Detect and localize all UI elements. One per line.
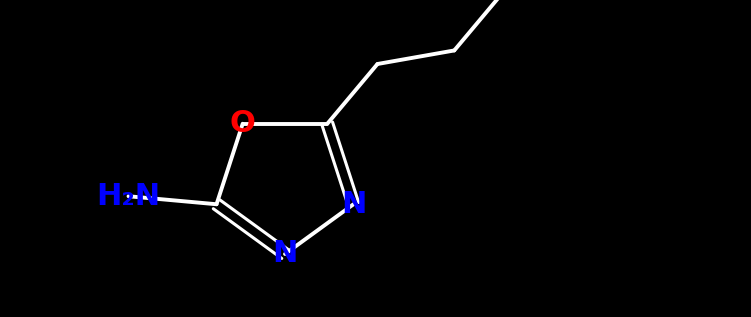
Text: O: O — [491, 0, 517, 5]
Text: O: O — [230, 109, 255, 138]
Text: N: N — [273, 240, 297, 268]
Text: H₂N: H₂N — [96, 182, 161, 211]
Text: N: N — [341, 190, 366, 219]
